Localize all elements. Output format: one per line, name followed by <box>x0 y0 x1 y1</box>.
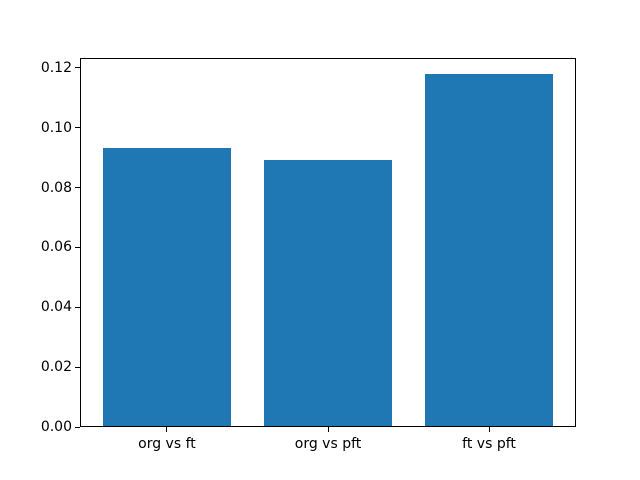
plot-area <box>80 58 576 427</box>
y-tick-label: 0.08 <box>40 179 72 196</box>
y-tick-mark <box>75 366 80 368</box>
y-tick-mark <box>75 306 80 308</box>
y-tick-mark <box>75 426 80 428</box>
bar-ft-vs-pft <box>424 74 554 426</box>
bar-org-vs-pft <box>263 159 393 426</box>
y-tick-label: 0.00 <box>40 419 72 435</box>
x-tick-mark <box>488 427 490 432</box>
y-tick-label: 0.04 <box>40 299 72 316</box>
y-tick-mark <box>75 127 80 129</box>
y-tick-mark <box>75 187 80 189</box>
y-tick-mark <box>75 246 80 248</box>
x-tick-label: org vs ft <box>138 436 196 452</box>
x-tick-label: org vs pft <box>294 436 362 452</box>
y-tick-label: 0.06 <box>40 239 72 256</box>
y-tick-label: 0.10 <box>40 119 72 136</box>
y-tick-mark <box>75 67 80 69</box>
y-tick-label: 0.12 <box>40 59 72 76</box>
x-tick-mark <box>327 427 329 432</box>
x-tick-mark <box>166 427 168 432</box>
bar-org-vs-ft <box>102 148 232 426</box>
x-tick-label: ft vs pft <box>462 436 516 452</box>
y-tick-label: 0.02 <box>40 359 72 376</box>
